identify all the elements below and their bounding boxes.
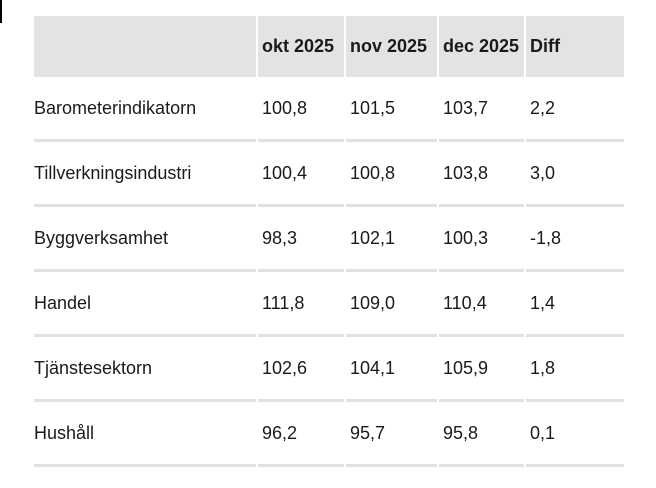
indicator-table: okt 2025 nov 2025 dec 2025 Diff Barometerin… xyxy=(32,16,626,467)
row-label: Tjänstesektorn xyxy=(34,337,256,402)
cell-value: 100,8 xyxy=(258,77,344,142)
cell-value: 100,8 xyxy=(346,142,437,207)
cell-value: 100,3 xyxy=(439,207,524,272)
row-label: Tillverkningsindustri xyxy=(34,142,256,207)
cell-value: 109,0 xyxy=(346,272,437,337)
table-row: Barometerindikatorn 100,8 101,5 103,7 2,2 xyxy=(34,77,624,142)
column-header-empty xyxy=(34,16,256,77)
cell-value: 1,4 xyxy=(526,272,624,337)
column-header: nov 2025 xyxy=(346,16,437,77)
text-cursor xyxy=(0,0,2,23)
column-header: dec 2025 xyxy=(439,16,524,77)
cell-value: 0,1 xyxy=(526,402,624,467)
column-header: Diff xyxy=(526,16,624,77)
cell-value: 105,9 xyxy=(439,337,524,402)
cell-value: 102,1 xyxy=(346,207,437,272)
cell-value: 111,8 xyxy=(258,272,344,337)
column-header: okt 2025 xyxy=(258,16,344,77)
cell-value: 100,4 xyxy=(258,142,344,207)
table-body: Barometerindikatorn 100,8 101,5 103,7 2,2 Til… xyxy=(34,77,624,467)
cell-value: -1,8 xyxy=(526,207,624,272)
cell-value: 110,4 xyxy=(439,272,524,337)
table-row: Byggverksamhet 98,3 102,1 100,3 -1,8 xyxy=(34,207,624,272)
row-label: Byggverksamhet xyxy=(34,207,256,272)
indicator-table-container: okt 2025 nov 2025 dec 2025 Diff Barometerin… xyxy=(32,16,626,467)
table-row: Tjänstesektorn 102,6 104,1 105,9 1,8 xyxy=(34,337,624,402)
cell-value: 101,5 xyxy=(346,77,437,142)
cell-value: 95,8 xyxy=(439,402,524,467)
cell-value: 103,8 xyxy=(439,142,524,207)
cell-value: 98,3 xyxy=(258,207,344,272)
row-label: Hushåll xyxy=(34,402,256,467)
cell-value: 2,2 xyxy=(526,77,624,142)
cell-value: 3,0 xyxy=(526,142,624,207)
cell-value: 96,2 xyxy=(258,402,344,467)
cell-value: 1,8 xyxy=(526,337,624,402)
table-header-row: okt 2025 nov 2025 dec 2025 Diff xyxy=(34,16,624,77)
cell-value: 102,6 xyxy=(258,337,344,402)
row-label: Barometerindikatorn xyxy=(34,77,256,142)
row-label: Handel xyxy=(34,272,256,337)
table-row: Hushåll 96,2 95,7 95,8 0,1 xyxy=(34,402,624,467)
header-row: okt 2025 nov 2025 dec 2025 Diff xyxy=(34,16,624,77)
table-row: Tillverkningsindustri 100,4 100,8 103,8 3,0 xyxy=(34,142,624,207)
cell-value: 103,7 xyxy=(439,77,524,142)
cell-value: 104,1 xyxy=(346,337,437,402)
table-row: Handel 111,8 109,0 110,4 1,4 xyxy=(34,272,624,337)
cell-value: 95,7 xyxy=(346,402,437,467)
